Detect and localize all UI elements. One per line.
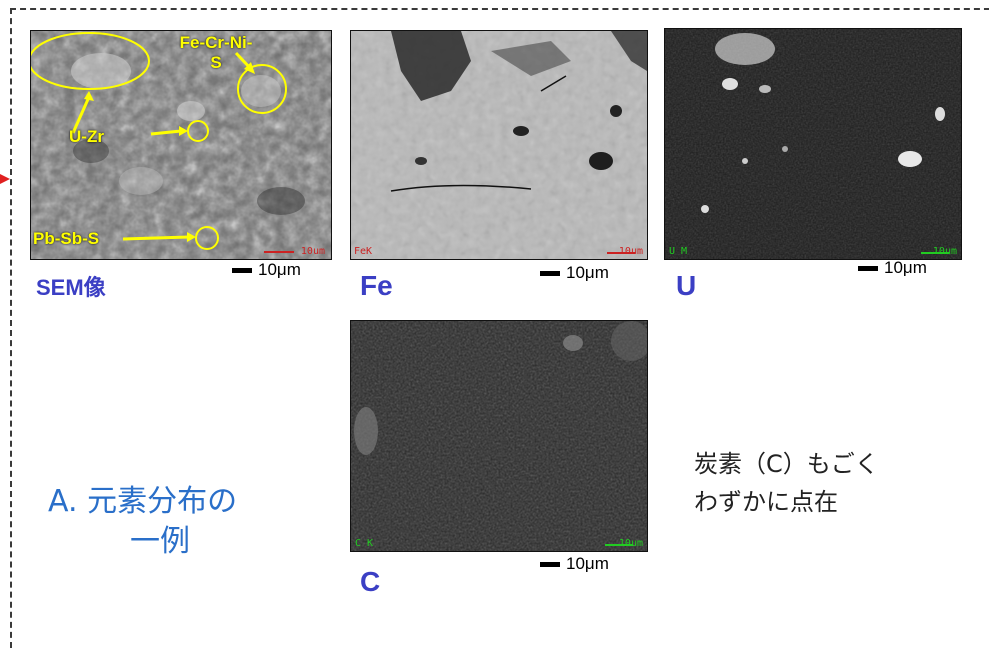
u-label: U (676, 270, 697, 301)
fe-label: Fe (360, 270, 393, 301)
fe-map: FeK 10um (350, 30, 648, 260)
sem-micro-scale: 10um (300, 246, 325, 257)
sem-image: 10um Fe-Cr-Ni- S U-Zr Pb-Sb-S (30, 30, 332, 260)
pb-sb-s-circle (195, 226, 219, 250)
caption-a-line1: A. 元素分布の (48, 484, 238, 519)
scale-bar-icon (858, 265, 878, 271)
u-scale-bar: 10μm (858, 258, 927, 278)
u-zr-circle (31, 32, 150, 90)
c-scale-text: 10μm (566, 554, 609, 573)
fe-micro-scale: 10um (618, 246, 643, 257)
fe-cr-ni-s-circle (237, 64, 287, 114)
fe-micro-label: FeK (354, 246, 373, 257)
c-label: C (360, 566, 381, 597)
c-scale-bar: 10μm (540, 554, 609, 574)
u-micro-scale: 10um (932, 246, 957, 257)
red-arrow-icon (0, 174, 10, 184)
scale-bar-icon (540, 270, 560, 276)
annotation-fe-cr-ni-s-line1: Fe-Cr-Ni- (179, 33, 253, 52)
caption-a-line2: 一例 (130, 524, 190, 559)
scale-bar-icon (232, 267, 252, 273)
fe-scale-bar: 10μm (540, 263, 609, 283)
u-micro-label: U M (669, 246, 688, 257)
c-micro-scale: 10um (618, 538, 643, 549)
annotation-pb-sb-s: Pb-Sb-S (33, 229, 100, 248)
sem-scale-text: 10μm (258, 260, 301, 279)
c-map: C K 10um (350, 320, 648, 552)
caption-a: A. 元素分布の 一例 (48, 482, 237, 562)
c-micro-label: C K (355, 538, 374, 549)
fe-scale-text: 10μm (566, 263, 609, 282)
dashed-frame (10, 8, 989, 648)
scale-bar-icon (540, 561, 560, 567)
carbon-note-line2: わずかに点在 (694, 488, 838, 516)
annotation-fe-cr-ni-s-line2: S (210, 53, 222, 72)
annotation-fe-cr-ni-s: Fe-Cr-Ni- S (161, 33, 271, 73)
carbon-note-line1: 炭素（C）もごく (694, 450, 879, 478)
sem-scale-bar: 10μm (232, 260, 301, 280)
carbon-note: 炭素（C）もごく わずかに点在 (694, 445, 879, 521)
annotation-u-zr: U-Zr (69, 127, 104, 146)
u-map: U M 10um (664, 28, 962, 260)
u-scale-text: 10μm (884, 258, 927, 277)
sem-label: SEM像 (36, 275, 106, 300)
